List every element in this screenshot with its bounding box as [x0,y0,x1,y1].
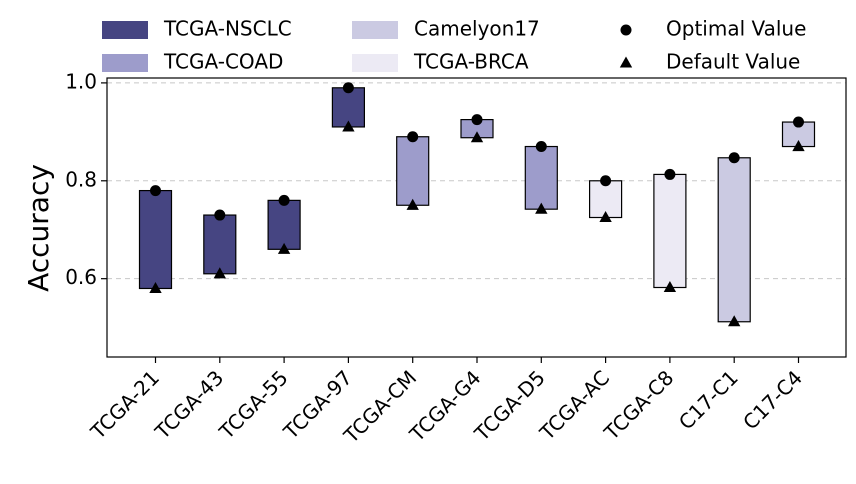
legend-label: Optimal Value [666,17,806,41]
x-axis-ticks: TCGA-21TCGA-43TCGA-55TCGA-97TCGA-CMTCGA-… [85,357,807,448]
legend-circle-marker [620,24,632,36]
bar-tcga-97 [331,87,365,128]
default-value-marker [342,120,355,132]
x-tick-label: TCGA-C8 [599,366,679,446]
x-tick-label: TCGA-21 [85,366,164,445]
legend-swatch [352,54,398,72]
legend-label: TCGA-BRCA [413,50,529,74]
legend-label: Camelyon17 [414,17,540,41]
legend-label: Default Value [666,50,800,74]
y-axis-label: Accuracy [22,164,55,292]
bar-tcga-c8 [653,173,687,289]
default-value-marker [535,202,548,214]
default-value-marker [213,267,226,279]
x-tick-label: C17-C4 [738,366,807,435]
x-tick-label: TCGA-55 [214,366,293,445]
bar-tcga-cm [396,136,430,206]
y-tick-label: 1.0 [65,69,97,93]
y-axis-ticks: 0.6 0.8 1.0 [65,69,107,289]
y-tick-label: 0.8 [65,167,97,191]
x-tick-label: TCGA-AC [534,366,614,446]
optimal-value-marker [150,185,161,197]
default-value-marker [663,280,677,293]
default-value-marker [792,140,805,152]
default-value-marker [728,315,741,327]
optimal-value-marker [471,114,483,126]
legend: TCGA-NSCLC TCGA-COAD Camelyon17 TCGA-BRCA Op… [102,17,806,74]
optimal-value-marker [214,209,226,221]
legend-swatch [102,21,148,39]
legend-triangle-marker [619,56,633,68]
bar-c17-c1 [717,157,751,323]
default-value-marker [470,131,484,143]
legend-swatch [102,54,148,72]
optimal-value-marker [535,141,547,153]
default-value-marker [277,242,291,254]
optimal-value-marker [664,168,676,180]
default-value-marker [599,211,612,223]
bars [138,87,816,323]
bar-tcga-55 [267,199,301,250]
x-tick-label: C17-C1 [674,366,743,435]
optimal-value-marker [407,131,419,143]
legend-label: TCGA-COAD [163,50,283,74]
default-value-marker [406,198,419,210]
markers [149,82,805,327]
bar-tcga-21 [138,189,173,290]
legend-label: TCGA-NSCLC [163,17,292,41]
y-tick-label: 0.6 [65,265,97,289]
x-tick-label: TCGA-43 [150,366,229,445]
optimal-value-marker [342,82,354,94]
bar-tcga-43 [203,214,237,275]
x-tick-label: TCGA-G4 [404,366,485,447]
x-tick-label: TCGA-D5 [469,366,550,447]
optimal-value-marker [600,175,612,187]
optimal-value-marker [793,116,804,128]
legend-swatch [352,21,398,39]
optimal-value-marker [278,194,290,206]
bar-tcga-d5 [524,145,558,210]
default-value-marker [149,281,162,294]
optimal-value-marker [728,152,740,164]
